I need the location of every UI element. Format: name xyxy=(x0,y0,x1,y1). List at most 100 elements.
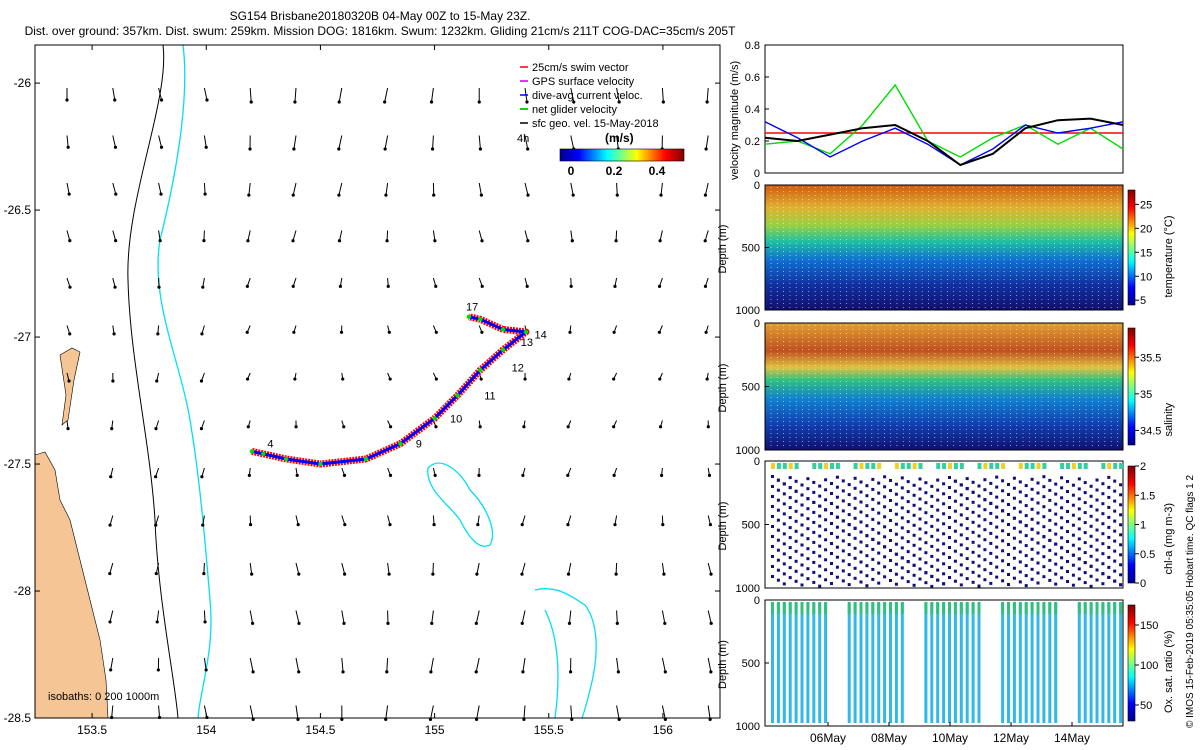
current-arrowhead xyxy=(525,100,529,104)
profile-sample xyxy=(953,549,957,553)
depth-tick-label: 0 xyxy=(754,456,760,468)
profile-sample xyxy=(818,574,822,578)
profile-sample xyxy=(1054,502,1058,506)
current-arrowhead xyxy=(708,717,712,722)
profile-sample xyxy=(1113,603,1117,723)
profile-sample xyxy=(965,567,969,571)
profile-sample xyxy=(771,603,774,723)
profile-sample xyxy=(995,463,1000,469)
current-arrow xyxy=(568,562,572,575)
profile-sample xyxy=(1030,487,1034,491)
profile-sample xyxy=(1007,533,1010,536)
current-arrow xyxy=(707,562,712,575)
current-arrow xyxy=(616,610,618,624)
profile-sample xyxy=(1119,523,1123,527)
profile-sample xyxy=(1095,548,1099,552)
profile-sample xyxy=(818,564,822,568)
current-arrow xyxy=(295,705,299,720)
profile-sample xyxy=(977,463,982,469)
profile-sample xyxy=(918,577,922,581)
profile-sample xyxy=(1012,566,1016,570)
profile-sample xyxy=(1030,603,1034,723)
current-arrowhead xyxy=(294,425,298,429)
profile-sample xyxy=(1030,537,1034,541)
profile-sample xyxy=(824,538,828,542)
depth-tick-label: 0 xyxy=(754,180,760,192)
profile-sample xyxy=(1024,602,1028,614)
profile-sample xyxy=(847,602,851,614)
profile-sample xyxy=(871,527,875,531)
profile-sample xyxy=(818,504,822,508)
current-arrow xyxy=(158,135,163,148)
profile-sample xyxy=(1012,602,1016,614)
date-tick-label: 10May xyxy=(932,731,968,745)
profile-sample xyxy=(1007,563,1010,566)
profile-sample xyxy=(1048,528,1052,532)
current-arrowhead xyxy=(250,621,255,625)
current-arrow xyxy=(249,610,254,624)
profile-sample xyxy=(835,505,839,509)
profile-sample xyxy=(877,531,881,535)
profile-sample xyxy=(1066,550,1069,553)
profile-sample xyxy=(971,550,975,554)
current-arrowhead xyxy=(613,523,617,527)
current-arrowhead xyxy=(569,284,573,288)
profile-sample xyxy=(953,509,957,513)
profile-sample xyxy=(1071,573,1075,577)
profile-sample xyxy=(788,476,792,480)
profile-sample xyxy=(883,525,887,529)
profile-sample xyxy=(871,497,875,501)
profile-sample xyxy=(1030,517,1034,521)
profile-sample xyxy=(906,463,911,469)
profile-sample xyxy=(859,500,863,504)
profile-sample xyxy=(782,602,786,614)
profile-sample xyxy=(788,536,792,540)
current-arrow xyxy=(341,657,344,672)
current-arrowhead xyxy=(617,717,621,722)
profile-sample xyxy=(776,488,780,492)
profile-sample xyxy=(1077,537,1081,541)
profile-sample xyxy=(1048,518,1052,522)
profile-sample xyxy=(1001,603,1005,723)
profile-sample xyxy=(977,514,981,518)
profile-sample xyxy=(971,603,975,723)
current-arrowhead xyxy=(663,670,667,674)
colorbar-tick-label: 0 xyxy=(1140,578,1146,590)
current-arrow xyxy=(203,135,207,148)
profile-sample xyxy=(894,482,898,486)
date-tick-label: 14May xyxy=(1054,731,1090,745)
colorbar-tick-label: 2 xyxy=(1140,461,1146,473)
profile-sample xyxy=(1036,481,1040,485)
profile-sample xyxy=(1030,557,1034,561)
profile-sample xyxy=(871,557,875,561)
current-arrowhead xyxy=(292,330,296,334)
profile-sample xyxy=(794,489,798,493)
profile-sample xyxy=(859,490,863,494)
profile-sample xyxy=(1048,568,1052,572)
current-arrowhead xyxy=(293,100,297,104)
profile-sample xyxy=(1077,517,1081,521)
profile-sample xyxy=(995,515,999,519)
profile-sample xyxy=(1024,554,1028,558)
profile-sample xyxy=(948,536,951,539)
profile-sample xyxy=(924,491,928,495)
current-arrowhead xyxy=(526,147,530,151)
profile-sample xyxy=(812,560,816,564)
profile-sample xyxy=(824,558,828,562)
profile-sample xyxy=(918,547,922,551)
profile-sample xyxy=(930,602,934,614)
profile-sample xyxy=(1018,510,1022,514)
profile-sample xyxy=(1071,483,1075,487)
profile-sample xyxy=(771,525,774,528)
profile-sample xyxy=(942,603,946,723)
profile-sample xyxy=(847,563,851,567)
profile-sample xyxy=(782,552,786,556)
profile-sample xyxy=(1089,514,1093,518)
profile-sample xyxy=(936,478,940,482)
profile-sample xyxy=(830,482,833,485)
profile-sample xyxy=(824,568,828,572)
isobaths-label: isobaths: 0 200 1000m xyxy=(48,691,159,703)
current-arrowhead xyxy=(480,330,484,334)
current-arrowhead xyxy=(612,377,616,381)
